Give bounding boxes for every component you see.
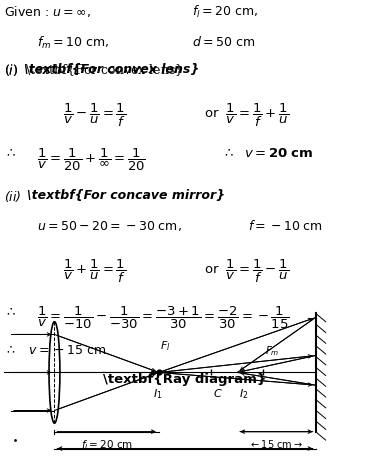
Text: $\therefore$: $\therefore$ bbox=[4, 305, 16, 318]
Text: $C$: $C$ bbox=[213, 387, 223, 399]
Text: $\dfrac{1}{v} = \dfrac{1}{20} + \dfrac{1}{\infty} = \dfrac{1}{20}$: $\dfrac{1}{v} = \dfrac{1}{20} + \dfrac{1… bbox=[37, 147, 146, 173]
Text: $f = -10$ cm: $f = -10$ cm bbox=[248, 219, 323, 233]
Text: $I_2$: $I_2$ bbox=[239, 387, 248, 401]
Text: $\therefore$  $v = \mathbf{20}\ \mathbf{cm}$: $\therefore$ $v = \mathbf{20}\ \mathbf{c… bbox=[222, 147, 313, 160]
Text: or  $\dfrac{1}{v} = \dfrac{1}{f} + \dfrac{1}{u}$: or $\dfrac{1}{v} = \dfrac{1}{f} + \dfrac… bbox=[204, 102, 289, 129]
Text: $f_l = 20$ cm,: $f_l = 20$ cm, bbox=[192, 4, 259, 21]
Text: \textbf{For convex lens}: \textbf{For convex lens} bbox=[24, 64, 199, 76]
Text: \textbf{Ray diagram}: \textbf{Ray diagram} bbox=[103, 373, 267, 386]
Text: $\leftarrow$15 cm$\rightarrow$: $\leftarrow$15 cm$\rightarrow$ bbox=[249, 438, 303, 450]
Text: $u = 50 - 20 = -30$ cm,: $u = 50 - 20 = -30$ cm, bbox=[37, 219, 182, 233]
Text: $50$ cm: $50$ cm bbox=[168, 455, 202, 457]
Text: $f_m = 10$ cm,: $f_m = 10$ cm, bbox=[37, 35, 109, 51]
Text: $\dfrac{1}{v} = \dfrac{1}{-10} - \dfrac{1}{-30} = \dfrac{-3+1}{30} = \dfrac{-2}{: $\dfrac{1}{v} = \dfrac{1}{-10} - \dfrac{… bbox=[37, 305, 290, 331]
Text: $\therefore$   $v = -15$ cm: $\therefore$ $v = -15$ cm bbox=[4, 344, 106, 357]
Text: or  $\dfrac{1}{v} = \dfrac{1}{f} - \dfrac{1}{u}$: or $\dfrac{1}{v} = \dfrac{1}{f} - \dfrac… bbox=[204, 258, 289, 285]
Text: $\dfrac{1}{v} - \dfrac{1}{u} = \dfrac{1}{f}$: $\dfrac{1}{v} - \dfrac{1}{u} = \dfrac{1}… bbox=[63, 102, 126, 129]
Text: Given : $u = \infty$,: Given : $u = \infty$, bbox=[4, 4, 90, 19]
Text: ($ii$): ($ii$) bbox=[4, 189, 26, 203]
Text: ($i$): ($i$) bbox=[4, 64, 23, 78]
Text: $\dfrac{1}{v} + \dfrac{1}{u} = \dfrac{1}{f}$: $\dfrac{1}{v} + \dfrac{1}{u} = \dfrac{1}… bbox=[63, 258, 126, 285]
Text: $I_1$: $I_1$ bbox=[153, 387, 162, 401]
Text: \textbf{For concave mirror}: \textbf{For concave mirror} bbox=[27, 189, 225, 202]
Text: $F_m$: $F_m$ bbox=[265, 344, 280, 358]
Text: $\therefore$: $\therefore$ bbox=[4, 147, 16, 160]
Text: $f_l = 20$ cm: $f_l = 20$ cm bbox=[81, 438, 133, 452]
Text: $d = 50$ cm: $d = 50$ cm bbox=[192, 35, 256, 48]
Text: ($i$)  \textbf{For convex lens}: ($i$) \textbf{For convex lens} bbox=[4, 64, 183, 79]
Text: $F_l$: $F_l$ bbox=[160, 340, 171, 353]
